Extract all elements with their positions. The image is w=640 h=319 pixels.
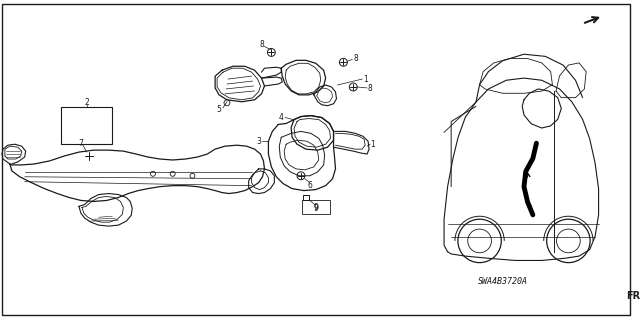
Text: 7: 7 [79, 139, 83, 148]
Text: 4: 4 [279, 113, 284, 122]
Text: 5: 5 [216, 105, 221, 114]
Text: 2: 2 [84, 98, 89, 107]
Bar [61, 107, 113, 144]
Text: 3: 3 [256, 137, 261, 146]
Text: 8: 8 [259, 40, 264, 49]
Text: 6: 6 [307, 181, 312, 190]
Text: 9: 9 [314, 203, 318, 212]
Text: 8: 8 [354, 54, 358, 63]
Text: FR.: FR. [627, 291, 640, 301]
Text: 1: 1 [371, 140, 376, 149]
Text: SWA4B3720A: SWA4B3720A [478, 277, 528, 286]
Text: 8: 8 [367, 85, 372, 93]
Text: 1: 1 [363, 75, 367, 84]
Bar [302, 200, 330, 214]
Text: 9: 9 [314, 204, 318, 213]
